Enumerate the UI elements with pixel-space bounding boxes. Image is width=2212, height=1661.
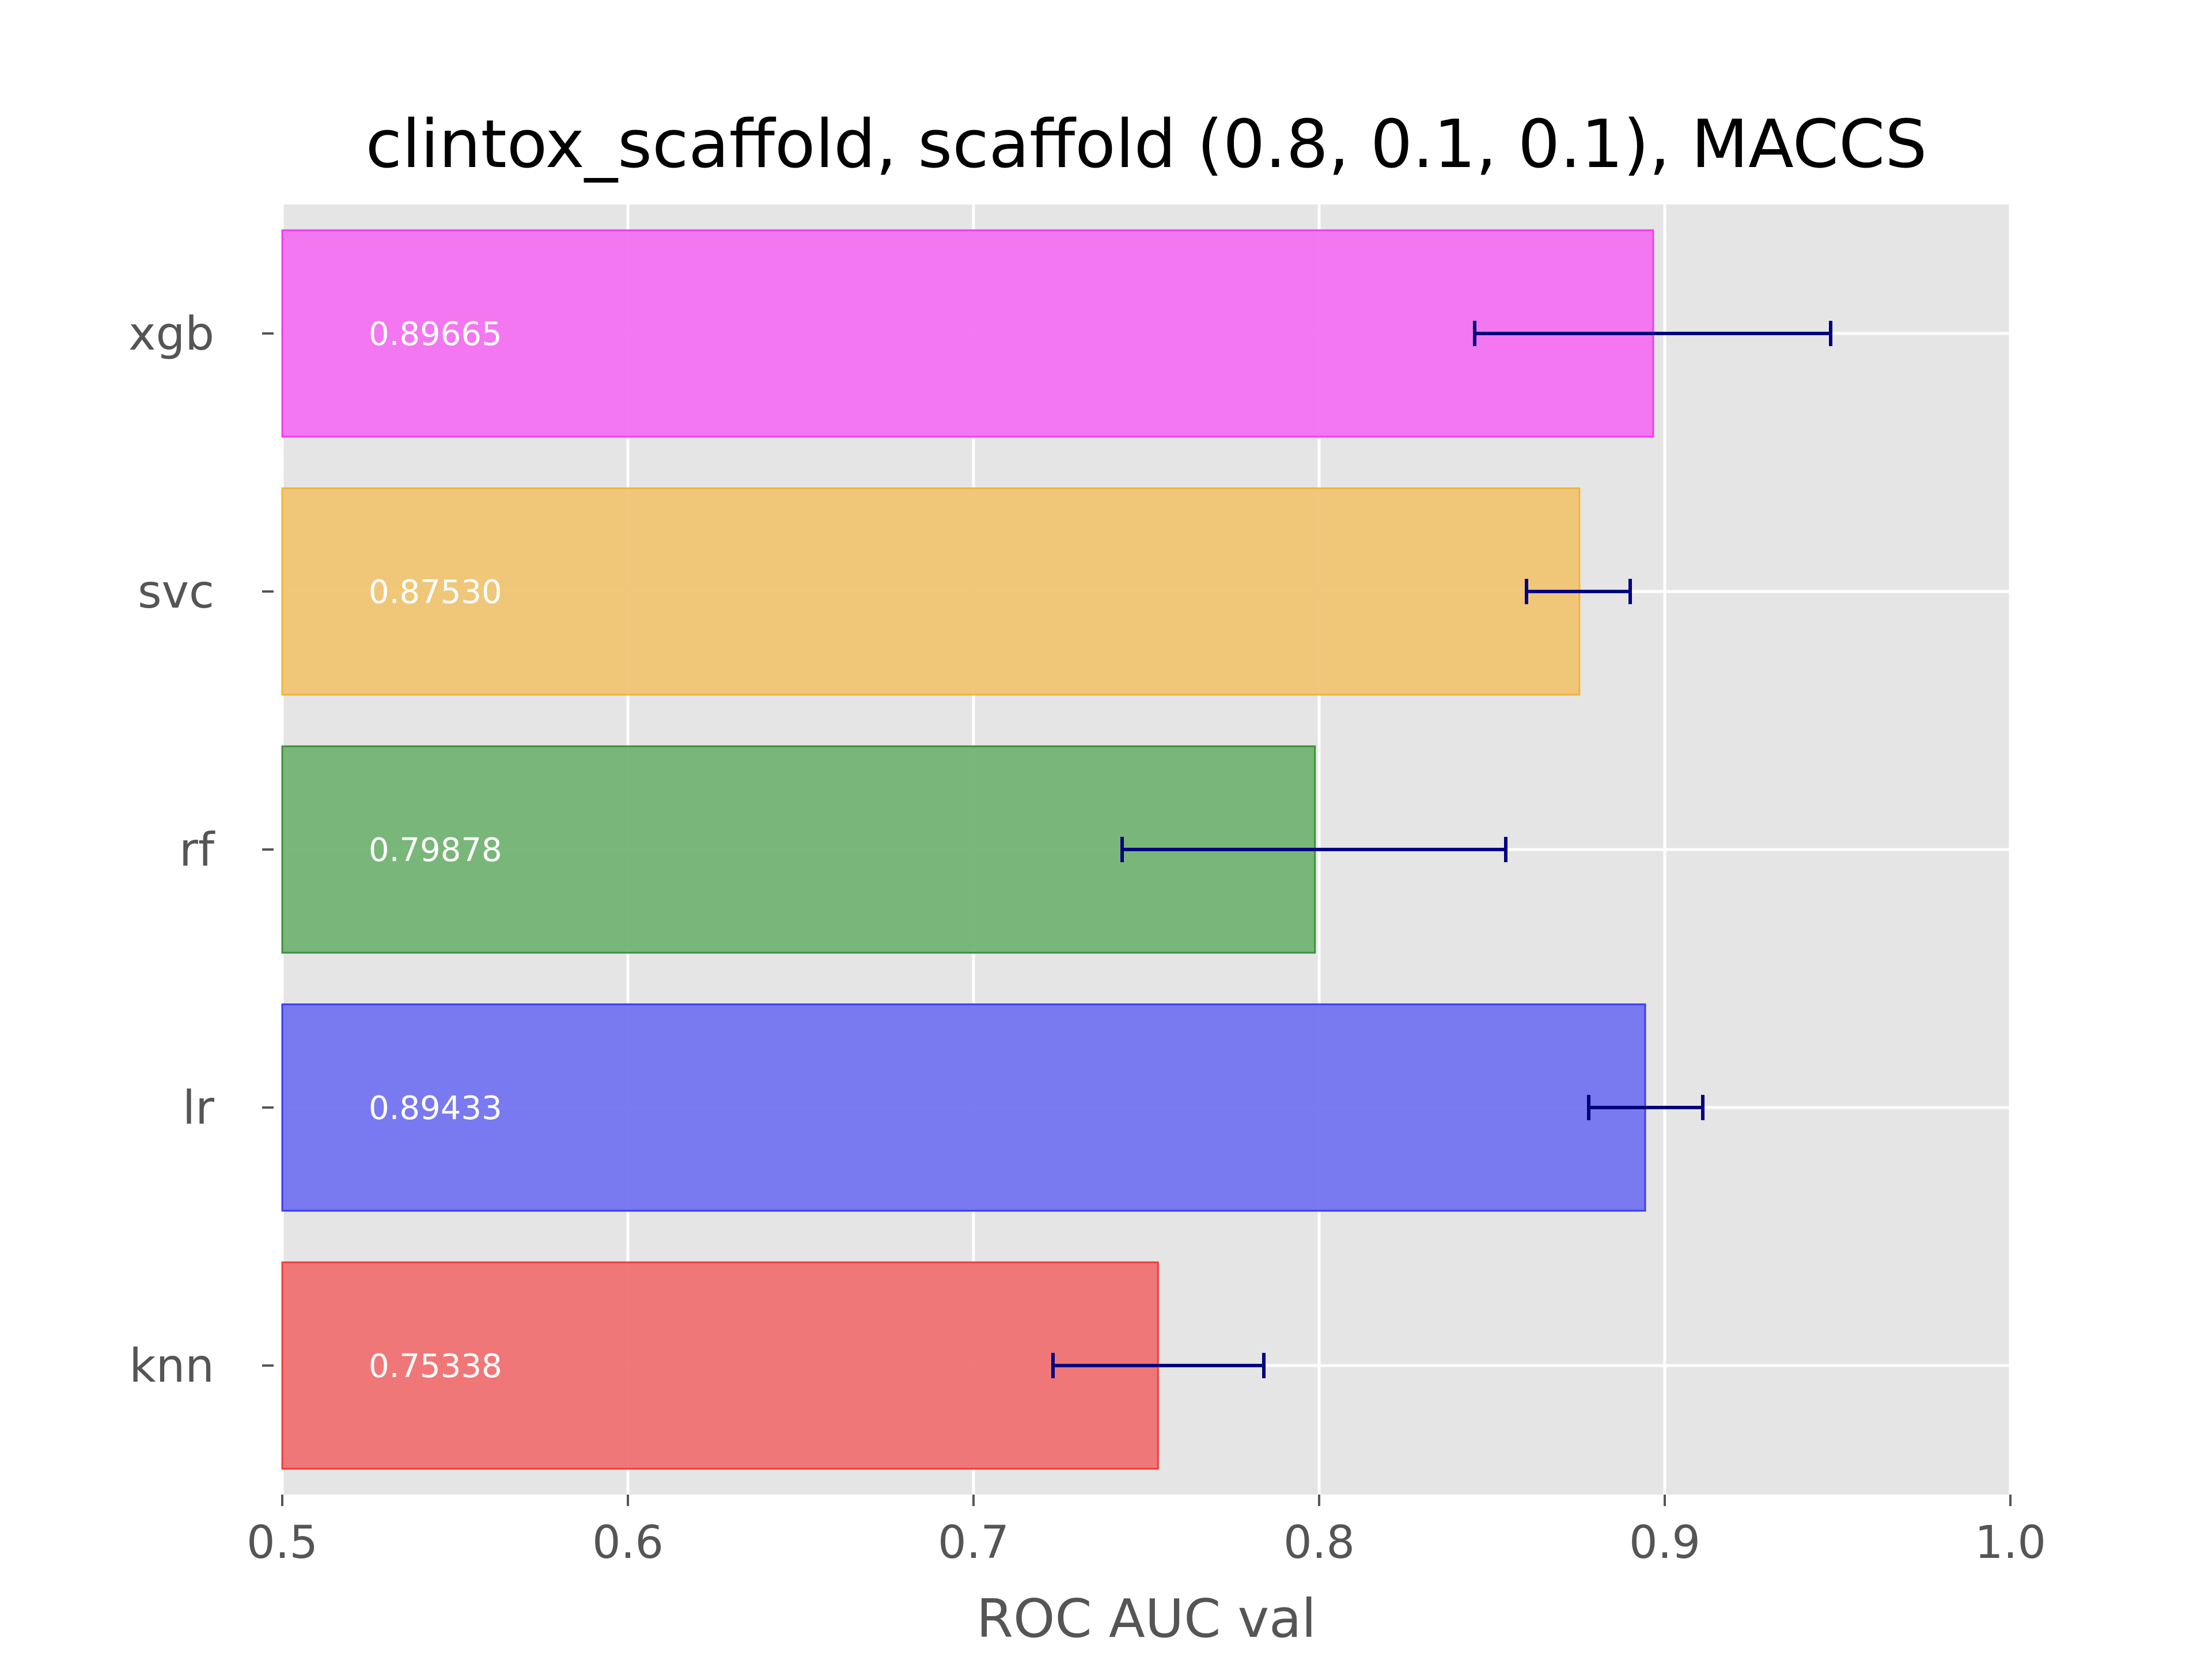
y-tick-label: rf — [179, 823, 215, 877]
y-tick-label: lr — [183, 1081, 214, 1135]
x-tick-label: 0.8 — [1283, 1517, 1355, 1569]
value-label-knn: 0.75338 — [369, 1348, 502, 1385]
axes-layer: 0.5 0.6 0.7 0.8 0.9 1.0 knn lr rf svc xgb — [128, 307, 2046, 1569]
x-axis-label: ROC AUC val — [976, 1588, 1316, 1649]
bar-xgb — [281, 229, 1654, 438]
x-tick-label: 0.6 — [592, 1517, 664, 1569]
x-tick-label: 0.9 — [1629, 1517, 1700, 1569]
value-labels-layer: 0.75338 0.89433 0.79878 0.87530 0.89665 — [369, 316, 502, 1385]
x-tick-label: 0.7 — [938, 1517, 1009, 1569]
y-tick-label: knn — [129, 1339, 214, 1393]
bars-layer — [281, 229, 1654, 1470]
value-label-rf: 0.79878 — [369, 832, 502, 869]
x-tick-label: 1.0 — [1975, 1517, 2046, 1569]
value-label-xgb: 0.89665 — [369, 316, 502, 353]
value-label-lr: 0.89433 — [369, 1090, 502, 1127]
y-tick-label: svc — [138, 565, 214, 619]
bar-knn — [281, 1261, 1159, 1470]
error-bars-layer — [1051, 321, 1832, 1378]
x-tick-label: 0.5 — [247, 1517, 318, 1569]
chart-title: clintox_scaffold, scaffold (0.8, 0.1, 0.… — [366, 106, 1927, 183]
y-tick-label: xgb — [128, 307, 214, 361]
value-label-svc: 0.87530 — [369, 574, 502, 611]
